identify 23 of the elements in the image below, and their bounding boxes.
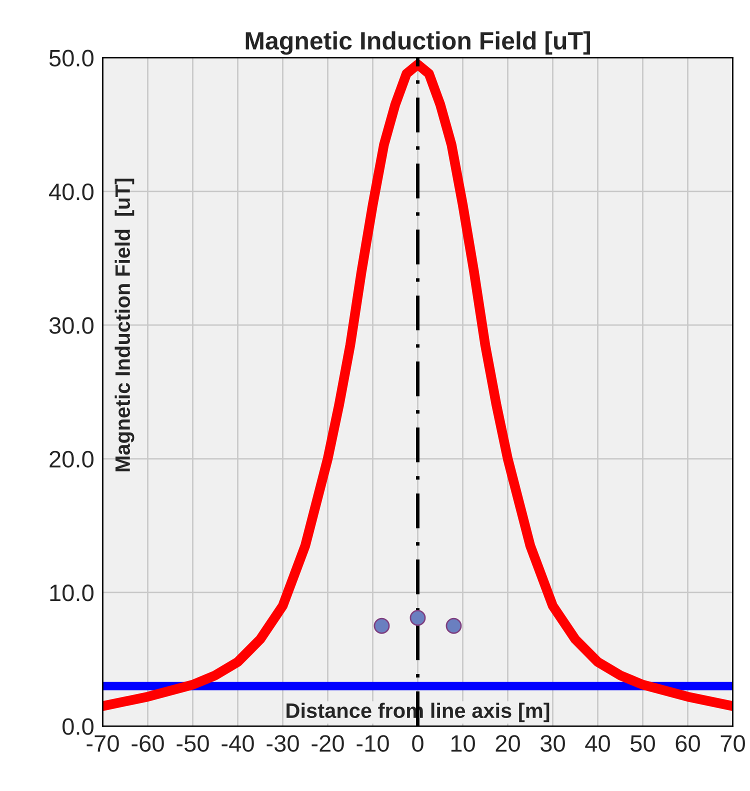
y-tick-label: 10.0: [50, 584, 94, 602]
x-tick-label: -40: [222, 735, 254, 752]
y-tick-label: 0.0: [62, 718, 94, 735]
y-tick-label: 20.0: [50, 450, 94, 468]
x-tick-label: 60: [676, 735, 700, 752]
x-tick-label: 10: [451, 735, 475, 752]
x-tick-label: 30: [540, 735, 565, 752]
y-tick-label: 40.0: [49, 183, 94, 200]
x-tick-label: -10: [356, 735, 389, 752]
y-tick-label: 30.0: [49, 317, 94, 334]
y-axis-title: Magnetic Induction Field [uT]: [114, 178, 134, 472]
x-tick-label: 70: [720, 735, 745, 752]
x-tick-label: -20: [312, 735, 344, 752]
chart-title: Magnetic Induction Field [uT]: [246, 31, 590, 55]
x-tick-label: 50: [630, 735, 655, 752]
y-tick-label: 50.0: [49, 50, 94, 67]
x-tick-label: -70: [86, 735, 119, 752]
x-tick-label: 20: [496, 735, 520, 752]
x-tick-label: 40: [585, 735, 610, 752]
x-tick-label: -30: [266, 735, 299, 752]
x-tick-label: -60: [132, 735, 164, 752]
x-tick-label: -50: [176, 735, 209, 752]
x-tick-label: 0: [412, 735, 424, 752]
